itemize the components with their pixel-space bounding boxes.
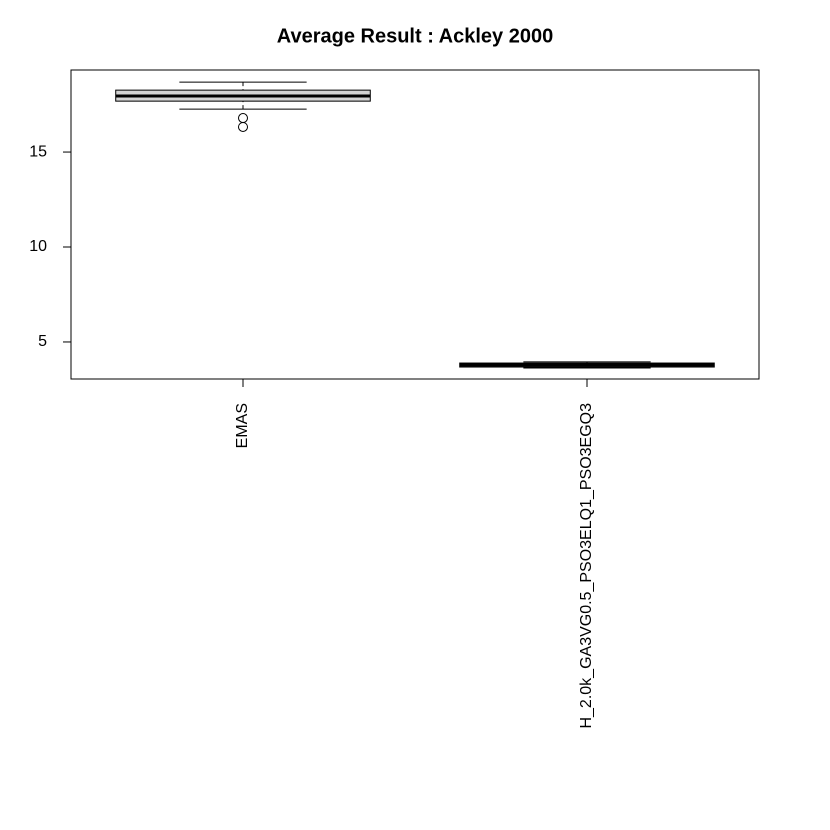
plot-frame: [70, 69, 760, 380]
y-tick-label: 5: [38, 333, 47, 350]
chart-title: Average Result : Ackley 2000: [277, 25, 553, 47]
x-tick-label: EMAS: [234, 403, 251, 448]
outlier: [238, 121, 248, 132]
y-tick-label: 15: [29, 143, 47, 160]
y-tick-label: 10: [29, 238, 47, 255]
x-tick-label: H_2.0k_GA3VG0.5_PSO3ELQ1_PSO3EGQ3: [578, 403, 595, 729]
outlier: [238, 113, 248, 124]
